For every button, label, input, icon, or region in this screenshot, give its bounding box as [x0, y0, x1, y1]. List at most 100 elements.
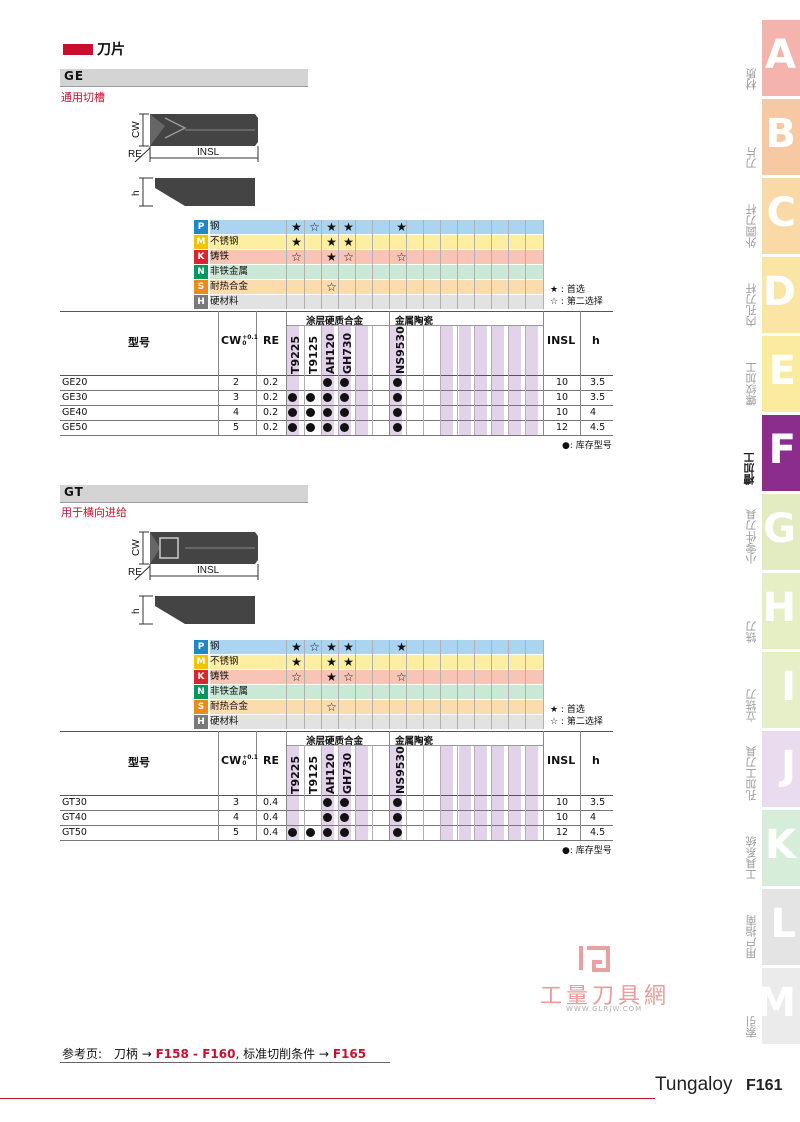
grid-line [525, 220, 526, 309]
side-tab-label: 用户指南 [745, 915, 758, 959]
row-insl: 10 [556, 407, 569, 418]
grade-row-fill [286, 220, 544, 234]
side-tab-label: 孔加工刀具 [745, 746, 758, 801]
grade-row-h: H 硬材料 [194, 295, 544, 310]
side-tab-m[interactable]: M [756, 968, 800, 1044]
col-header-model: 型号 [128, 336, 150, 349]
stock-dot [340, 378, 349, 387]
ref-prefix: 参考页: [62, 1047, 103, 1061]
side-tab-h[interactable]: H [762, 573, 800, 649]
side-tab-letter: I [781, 664, 796, 710]
side-tab-letter: D [762, 269, 796, 315]
row-h: 4.5 [590, 827, 606, 838]
grid-line [338, 640, 339, 729]
grade-name-ns9530: NS9530 [394, 746, 407, 794]
iso-badge: K [194, 250, 208, 264]
grade-row-h: H 硬材料 [194, 715, 544, 730]
material-name: 钢 [210, 220, 286, 234]
table-top-rule [60, 731, 613, 732]
iso-badge: H [194, 295, 208, 309]
grade-row-fill [286, 295, 544, 309]
side-tab-j[interactable]: J [762, 731, 800, 807]
column-rule [256, 731, 257, 840]
side-tab-label: 外圆刀杆 [745, 204, 758, 248]
grid-line [355, 640, 356, 729]
row-rule [60, 435, 613, 436]
stock-dot [323, 828, 332, 837]
grade-row-fill [286, 685, 544, 699]
grade-column-rule [423, 325, 424, 435]
dim-label-h: h [131, 190, 142, 196]
side-tab-i[interactable]: I [762, 652, 800, 728]
grid-line [372, 640, 373, 729]
grade-row-m: M 不锈钢 ★ ★ ★ [194, 235, 544, 250]
stock-dot [323, 798, 332, 807]
grade-row-s: S 耐热合金 ☆ [194, 280, 544, 295]
row-cw: 4 [233, 812, 240, 823]
grade-column-rule [406, 745, 407, 840]
grade-column-rule [372, 745, 373, 840]
col-header-h: h [592, 754, 600, 767]
first-choice-star: ★ [326, 235, 337, 249]
side-tab-k[interactable]: K [762, 810, 800, 886]
section-header-bar: GT [60, 485, 308, 503]
side-tab-letter: B [765, 111, 797, 157]
cw-tolerance: +0.1 0 [242, 755, 258, 767]
side-tab-d[interactable]: D [762, 257, 800, 333]
first-choice-star: ★ [326, 250, 337, 264]
stock-dot [340, 828, 349, 837]
material-name: 铸铁 [210, 670, 286, 684]
ref-link-conditions-page[interactable]: F165 [332, 1047, 367, 1061]
grid-line [457, 220, 458, 309]
side-tab-c[interactable]: C [762, 178, 800, 254]
second-choice-star: ☆ [343, 670, 354, 684]
section-code: GE [64, 69, 85, 83]
row-model: GT50 [62, 827, 87, 838]
column-rule [543, 311, 544, 435]
side-tab-e[interactable]: E [762, 336, 800, 412]
ref-link-holder-pages[interactable]: F158 - F160 [155, 1047, 236, 1061]
footer-page-number: F161 [746, 1077, 783, 1094]
stock-dot [340, 798, 349, 807]
side-tab-g[interactable]: G [762, 494, 800, 570]
side-tab-f[interactable]: F [762, 415, 800, 491]
grade-column-rule [304, 325, 305, 435]
section-subtitle: 用于横向进给 [61, 506, 127, 519]
side-tab-letter: G [763, 506, 796, 552]
grid-line [491, 640, 492, 729]
grade-column-band [526, 325, 538, 435]
stock-dot [393, 393, 402, 402]
stock-dot [323, 423, 332, 432]
first-choice-star: ★ [326, 640, 337, 654]
grade-row-fill [286, 655, 544, 669]
side-tab-l[interactable]: L [762, 889, 800, 965]
stock-dot [393, 828, 402, 837]
group-rule [287, 325, 543, 326]
row-rule [60, 810, 613, 811]
grade-column-band [509, 325, 521, 435]
row-re: 0.4 [263, 827, 279, 838]
col-header-cw: CW +0.1 0 [221, 334, 258, 347]
grade-column-band [475, 325, 487, 435]
grid-line [389, 640, 390, 729]
stock-dot [393, 798, 402, 807]
insert-drawing: CW RE INSL h [125, 106, 265, 216]
stock-dot [323, 393, 332, 402]
side-tab-a[interactable]: A [762, 20, 800, 96]
cw-tol-plus: +0.1 [242, 334, 258, 341]
row-insl: 12 [556, 827, 569, 838]
grade-column-band [526, 745, 538, 840]
row-re: 0.2 [263, 377, 279, 388]
dim-label-insl: INSL [197, 565, 220, 576]
second-choice-star: ☆ [343, 250, 354, 264]
grade-column-rule [372, 325, 373, 435]
grid-line [457, 640, 458, 729]
grade-row-fill [286, 235, 544, 249]
side-tab-label: 铣刀 [745, 621, 758, 643]
side-tab-b[interactable]: B [762, 99, 800, 175]
grade-row-k: K 铸铁 ☆ ★ ☆ ☆ [194, 250, 544, 265]
iso-badge: M [194, 235, 208, 249]
row-re: 0.2 [263, 422, 279, 433]
row-rule [60, 420, 613, 421]
stock-dot [323, 408, 332, 417]
